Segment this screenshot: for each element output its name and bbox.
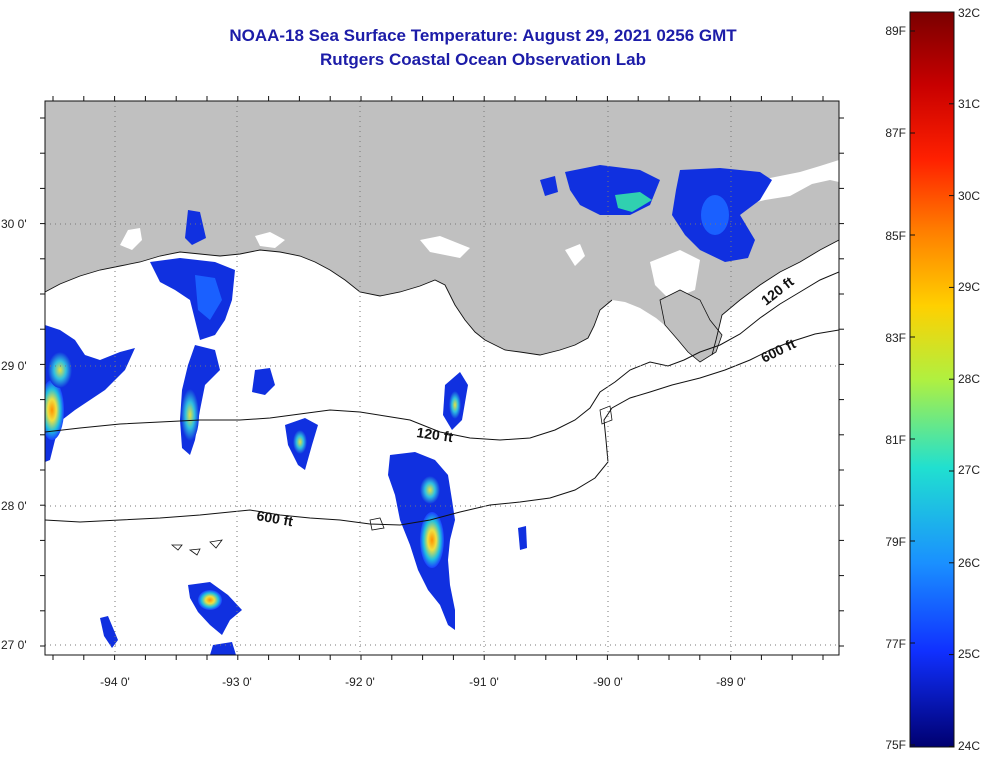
- cbar-f-79: 79F: [885, 535, 906, 549]
- lon-label-89: -89 0': [716, 675, 746, 689]
- map-subtitle: Rutgers Coastal Ocean Observation Lab: [320, 50, 646, 69]
- lat-label-30: 30 0': [1, 217, 27, 231]
- cbar-f-87: 87F: [885, 126, 906, 140]
- contour-label-120-a: 120 ft: [416, 424, 455, 445]
- cbar-f-81: 81F: [885, 433, 906, 447]
- lon-label-92: -92 0': [345, 675, 375, 689]
- axis-ticks: [40, 96, 844, 660]
- cbar-c-24: 24C: [958, 739, 980, 753]
- land-mass: [45, 101, 839, 360]
- cbar-c-27: 27C: [958, 463, 980, 477]
- cbar-c-31: 31C: [958, 97, 980, 111]
- lon-label-93: -93 0': [222, 675, 252, 689]
- cbar-c-25: 25C: [958, 647, 980, 661]
- contour-120ft: [45, 271, 839, 441]
- lat-label-29: 29 0': [1, 359, 27, 373]
- cbar-c-28: 28C: [958, 372, 980, 386]
- cbar-f-89: 89F: [885, 24, 906, 38]
- sst-data: [45, 165, 772, 655]
- colorbar: [909, 11, 955, 748]
- cbar-f-83: 83F: [885, 331, 906, 345]
- colorbar-ticks: [910, 11, 954, 747]
- cbar-c-30: 30C: [958, 189, 980, 203]
- cbar-f-77: 77F: [885, 637, 906, 651]
- lat-label-28: 28 0': [1, 499, 27, 513]
- cbar-f-75: 75F: [885, 738, 906, 752]
- map-title: NOAA-18 Sea Surface Temperature: August …: [229, 26, 737, 45]
- cbar-c-26: 26C: [958, 556, 980, 570]
- lat-label-27: 27 0': [1, 638, 27, 652]
- lon-label-94: -94 0': [100, 675, 130, 689]
- cbar-f-85: 85F: [885, 229, 906, 243]
- lon-label-91: -91 0': [469, 675, 499, 689]
- contour-label-600-a: 600 ft: [255, 507, 294, 529]
- lon-label-90: -90 0': [593, 675, 623, 689]
- cbar-c-32: 32C: [958, 6, 980, 20]
- cbar-c-29: 29C: [958, 280, 980, 294]
- map-frame: [44, 100, 840, 656]
